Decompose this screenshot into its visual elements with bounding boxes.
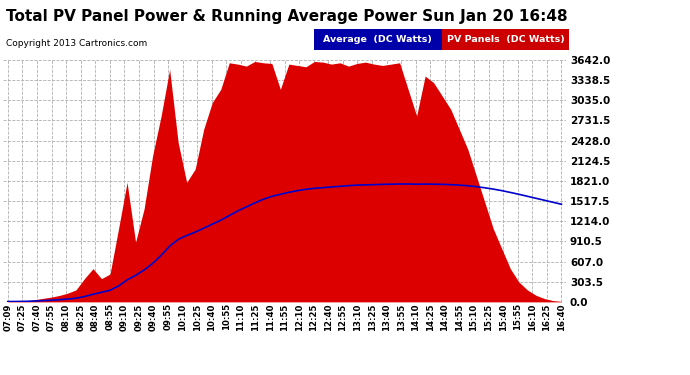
Text: Total PV Panel Power & Running Average Power Sun Jan 20 16:48: Total PV Panel Power & Running Average P… (6, 9, 567, 24)
Text: Copyright 2013 Cartronics.com: Copyright 2013 Cartronics.com (6, 39, 147, 48)
Text: Average  (DC Watts): Average (DC Watts) (324, 35, 432, 44)
Text: PV Panels  (DC Watts): PV Panels (DC Watts) (446, 35, 564, 44)
